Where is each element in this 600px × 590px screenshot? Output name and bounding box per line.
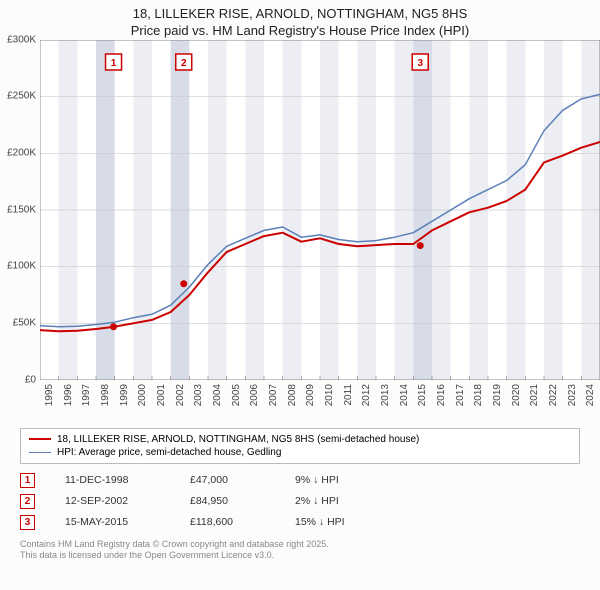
x-tick-label: 2002 [175,384,186,406]
x-tick-label: 2007 [268,384,279,406]
y-axis-labels: £0£50K£100K£150K£200K£250K£300K [0,40,40,380]
footer-line-1: Contains HM Land Registry data © Crown c… [20,539,580,551]
x-tick-label: 2015 [417,384,428,406]
sales-price: £47,000 [190,474,265,486]
x-tick-label: 2021 [529,384,540,406]
x-tick-label: 2018 [473,384,484,406]
x-tick-label: 2013 [380,384,391,406]
x-tick-label: 2024 [585,384,596,406]
x-tick-label: 1996 [63,384,74,406]
sales-date: 11-DEC-1998 [65,474,160,486]
x-tick-label: 2008 [287,384,298,406]
sales-row: 2 12-SEP-2002 £84,950 2% ↓ HPI [20,491,580,512]
title-block: 18, LILLEKER RISE, ARNOLD, NOTTINGHAM, N… [0,0,600,40]
y-tick-label: £250K [7,91,36,102]
svg-text:1: 1 [111,58,117,69]
sales-table: 1 11-DEC-1998 £47,000 9% ↓ HPI 2 12-SEP-2002 £… [20,470,580,533]
svg-text:2: 2 [181,58,187,69]
sales-date: 12-SEP-2002 [65,495,160,507]
x-tick-label: 1995 [44,384,55,406]
legend-row: 18, LILLEKER RISE, ARNOLD, NOTTINGHAM, N… [29,433,571,446]
y-tick-label: £150K [7,204,36,215]
legend-row: HPI: Average price, semi-detached house,… [29,446,571,459]
sales-marker-badge: 1 [20,473,35,488]
y-tick-label: £200K [7,148,36,159]
sales-hpi-delta: 9% ↓ HPI [295,474,385,486]
x-tick-label: 2010 [324,384,335,406]
sales-marker-badge: 3 [20,515,35,530]
x-tick-label: 2003 [193,384,204,406]
sales-hpi-delta: 2% ↓ HPI [295,495,385,507]
legend-label: 18, LILLEKER RISE, ARNOLD, NOTTINGHAM, N… [57,434,419,445]
x-tick-label: 2019 [492,384,503,406]
x-tick-label: 2011 [343,384,354,406]
x-tick-label: 2000 [137,384,148,406]
y-tick-label: £50K [13,318,36,329]
x-tick-label: 2006 [249,384,260,406]
x-tick-label: 2020 [511,384,522,406]
x-tick-label: 2001 [156,384,167,406]
chart-svg: 1 2 3 [40,40,600,380]
sales-row: 1 11-DEC-1998 £47,000 9% ↓ HPI [20,470,580,491]
chart-area: 123 £0£50K£100K£150K£200K£250K£300K [40,40,600,380]
sales-row: 3 15-MAY-2015 £118,600 15% ↓ HPI [20,512,580,533]
x-tick-label: 2023 [567,384,578,406]
x-tick-label: 1997 [81,384,92,406]
x-tick-label: 2016 [436,384,447,406]
x-tick-label: 2009 [305,384,316,406]
legend-box: 18, LILLEKER RISE, ARNOLD, NOTTINGHAM, N… [20,428,580,464]
sales-marker-badge: 2 [20,494,35,509]
title-line-2: Price paid vs. HM Land Registry's House … [0,23,600,40]
footer-line-2: This data is licensed under the Open Gov… [20,550,580,562]
legend-swatch [29,438,51,440]
legend-label: HPI: Average price, semi-detached house,… [57,447,281,458]
x-tick-label: 2004 [212,384,223,406]
svg-text:3: 3 [417,58,423,69]
x-tick-label: 1998 [100,384,111,406]
x-tick-label: 2014 [399,384,410,406]
y-tick-label: £300K [7,34,36,45]
x-tick-label: 2012 [361,384,372,406]
sales-price: £118,600 [190,516,265,528]
sales-date: 15-MAY-2015 [65,516,160,528]
x-tick-label: 2022 [548,384,559,406]
sales-price: £84,950 [190,495,265,507]
legend-swatch [29,452,51,454]
y-tick-label: £0 [25,374,36,385]
x-tick-label: 2017 [455,384,466,406]
sales-hpi-delta: 15% ↓ HPI [295,516,385,528]
x-tick-label: 1999 [119,384,130,406]
title-line-1: 18, LILLEKER RISE, ARNOLD, NOTTINGHAM, N… [0,6,600,23]
attribution-footer: Contains HM Land Registry data © Crown c… [20,539,580,562]
x-tick-label: 2005 [231,384,242,406]
y-tick-label: £100K [7,261,36,272]
chart-container: 18, LILLEKER RISE, ARNOLD, NOTTINGHAM, N… [0,0,600,590]
